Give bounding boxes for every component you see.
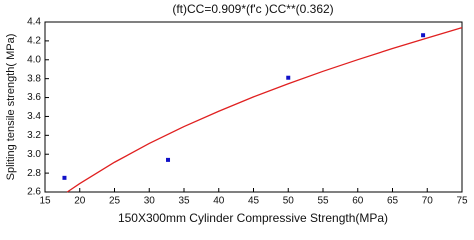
y-tick-label: 3.2 bbox=[27, 130, 41, 141]
x-tick-label: 45 bbox=[248, 196, 260, 207]
x-tick-label: 60 bbox=[352, 196, 364, 207]
x-tick-label: 25 bbox=[109, 196, 121, 207]
x-tick-label: 20 bbox=[74, 196, 86, 207]
x-tick-label: 55 bbox=[317, 196, 329, 207]
x-tick-label: 50 bbox=[283, 196, 295, 207]
y-axis-label: Spliting tensile strength( MPa) bbox=[5, 34, 17, 181]
data-point bbox=[62, 175, 67, 180]
fit-curve bbox=[66, 27, 463, 193]
y-tick-label: 4.2 bbox=[27, 36, 41, 47]
y-tick-label: 3.8 bbox=[27, 73, 41, 84]
x-tick-label: 75 bbox=[456, 196, 468, 207]
y-tick-label: 2.8 bbox=[27, 168, 41, 179]
y-tick-label: 3.4 bbox=[27, 111, 41, 122]
x-tick-label: 35 bbox=[178, 196, 190, 207]
chart-title: (ft)CC=0.909*(f'c )CC**(0.362) bbox=[172, 2, 333, 16]
y-tick-label: 4.4 bbox=[27, 17, 41, 28]
y-tick-label: 2.6 bbox=[27, 187, 41, 198]
data-point bbox=[286, 75, 291, 80]
data-point bbox=[421, 33, 426, 38]
y-tick-label: 4.0 bbox=[27, 54, 41, 65]
x-tick-label: 30 bbox=[144, 196, 156, 207]
chart: (ft)CC=0.909*(f'c )CC**(0.362) 150X300mm… bbox=[5, 2, 468, 225]
data-point bbox=[166, 157, 171, 162]
y-tick-label: 3.0 bbox=[27, 149, 41, 160]
x-axis-label: 150X300mm Cylinder Compressive Strength(… bbox=[118, 211, 388, 225]
y-tick-label: 3.6 bbox=[27, 92, 41, 103]
x-tick-label: 70 bbox=[422, 196, 434, 207]
x-tick-label: 65 bbox=[387, 196, 399, 207]
x-tick-label: 15 bbox=[39, 196, 51, 207]
x-tick-label: 40 bbox=[213, 196, 225, 207]
